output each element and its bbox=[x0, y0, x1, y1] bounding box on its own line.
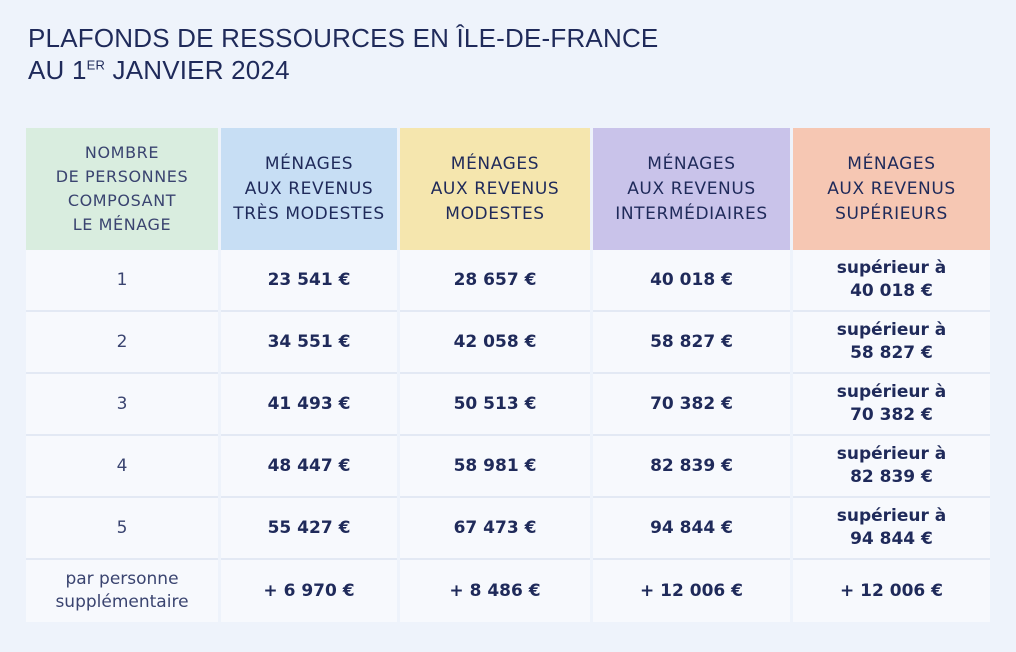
header-line: AUX REVENUS bbox=[827, 178, 956, 199]
title-line-2-suffix: JANVIER 2024 bbox=[105, 55, 290, 85]
cell-tres-modestes: 41 493 € bbox=[221, 374, 397, 436]
header-line: AUX REVENUS bbox=[244, 178, 374, 199]
cell-tres-modestes: 23 541 € bbox=[221, 250, 397, 312]
cell-modestes: 42 058 € bbox=[400, 312, 590, 374]
cell-line: 82 839 € bbox=[850, 467, 933, 487]
cell-superieurs: + 12 006 € bbox=[793, 560, 990, 622]
header-household-size: NOMBRE DE PERSONNES COMPOSANT LE MÉNAGE bbox=[26, 128, 218, 250]
cell-superieurs: supérieur à 40 018 € bbox=[793, 250, 990, 312]
cell-intermediaires: 58 827 € bbox=[593, 312, 790, 374]
header-line: MÉNAGES bbox=[647, 153, 736, 174]
cell-persons: par personne supplémentaire bbox=[26, 560, 218, 622]
cell-line: supérieur à bbox=[836, 320, 947, 340]
cell-tres-modestes: 34 551 € bbox=[221, 312, 397, 374]
header-line: DE PERSONNES bbox=[55, 167, 189, 186]
cell-intermediaires: + 12 006 € bbox=[593, 560, 790, 622]
cell-line: supérieur à bbox=[836, 382, 947, 402]
cell-tres-modestes: 48 447 € bbox=[221, 436, 397, 498]
title-line-1: PLAFONDS DE RESSOURCES EN ÎLE-DE-FRANCE bbox=[28, 23, 659, 53]
cell-intermediaires: 94 844 € bbox=[593, 498, 790, 560]
cell-line: 58 827 € bbox=[850, 343, 933, 363]
cell-tres-modestes: + 6 970 € bbox=[221, 560, 397, 622]
title-line-2-superscript: ER bbox=[86, 57, 106, 73]
header-intermediaires: MÉNAGES AUX REVENUS INTERMÉDIAIRES bbox=[593, 128, 790, 250]
cell-modestes: 50 513 € bbox=[400, 374, 590, 436]
cell-modestes: 58 981 € bbox=[400, 436, 590, 498]
cell-line: 94 844 € bbox=[850, 529, 933, 549]
cell-line: par personne bbox=[65, 569, 179, 589]
cell-line: supérieur à bbox=[836, 258, 947, 278]
cell-persons: 1 bbox=[26, 250, 218, 312]
cell-superieurs: supérieur à 70 382 € bbox=[793, 374, 990, 436]
cell-line: supérieur à bbox=[836, 506, 947, 526]
header-line: AUX REVENUS bbox=[430, 178, 560, 199]
cell-modestes: 67 473 € bbox=[400, 498, 590, 560]
header-line: NOMBRE bbox=[84, 143, 160, 162]
header-line: MÉNAGES bbox=[847, 153, 936, 174]
header-line: COMPOSANT bbox=[67, 191, 177, 210]
header-tres-modestes: MÉNAGES AUX REVENUS TRÈS MODESTES bbox=[221, 128, 397, 250]
page-title: PLAFONDS DE RESSOURCES EN ÎLE-DE-FRANCE … bbox=[28, 22, 658, 86]
cell-line: 70 382 € bbox=[850, 405, 933, 425]
header-line: TRÈS MODESTES bbox=[233, 203, 385, 224]
cell-persons: 4 bbox=[26, 436, 218, 498]
cell-persons: 3 bbox=[26, 374, 218, 436]
header-modestes: MÉNAGES AUX REVENUS MODESTES bbox=[400, 128, 590, 250]
header-line: MÉNAGES bbox=[450, 153, 540, 174]
cell-intermediaires: 82 839 € bbox=[593, 436, 790, 498]
cell-line: 40 018 € bbox=[850, 281, 933, 301]
cell-modestes: + 8 486 € bbox=[400, 560, 590, 622]
cell-superieurs: supérieur à 94 844 € bbox=[793, 498, 990, 560]
cell-intermediaires: 40 018 € bbox=[593, 250, 790, 312]
header-line: SUPÉRIEURS bbox=[835, 203, 948, 224]
header-line: LE MÉNAGE bbox=[72, 215, 172, 234]
header-line: MODESTES bbox=[445, 203, 545, 224]
cell-superieurs: supérieur à 58 827 € bbox=[793, 312, 990, 374]
cell-modestes: 28 657 € bbox=[400, 250, 590, 312]
cell-intermediaires: 70 382 € bbox=[593, 374, 790, 436]
cell-line: supplémentaire bbox=[55, 592, 189, 612]
cell-persons: 2 bbox=[26, 312, 218, 374]
header-line: AUX REVENUS bbox=[627, 178, 756, 199]
income-ceilings-table: NOMBRE DE PERSONNES COMPOSANT LE MÉNAGE … bbox=[26, 128, 990, 622]
header-line: INTERMÉDIAIRES bbox=[615, 203, 768, 224]
header-superieurs: MÉNAGES AUX REVENUS SUPÉRIEURS bbox=[793, 128, 990, 250]
header-line: MÉNAGES bbox=[264, 153, 354, 174]
title-line-2-prefix: AU 1 bbox=[28, 55, 87, 85]
cell-superieurs: supérieur à 82 839 € bbox=[793, 436, 990, 498]
cell-tres-modestes: 55 427 € bbox=[221, 498, 397, 560]
title-line-2: AU 1ER JANVIER 2024 bbox=[28, 54, 658, 86]
cell-line: supérieur à bbox=[836, 444, 947, 464]
cell-persons: 5 bbox=[26, 498, 218, 560]
